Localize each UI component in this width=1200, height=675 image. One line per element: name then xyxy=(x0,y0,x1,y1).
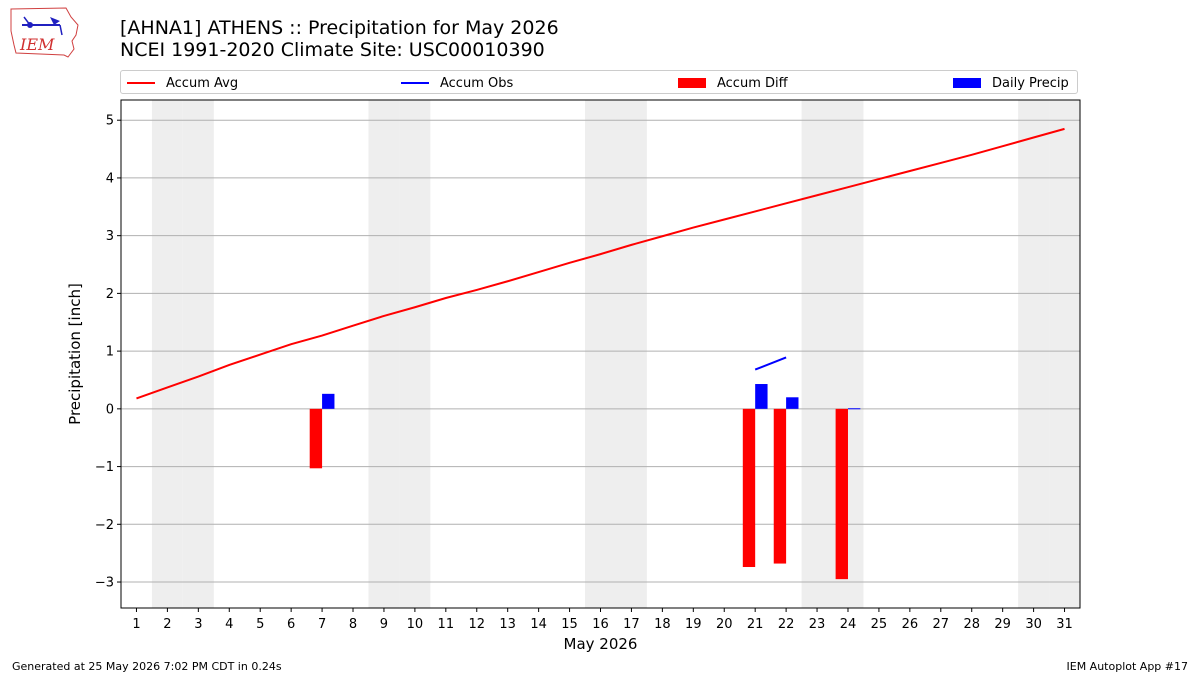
legend-swatch-accum-diff xyxy=(678,78,706,88)
accum-diff-bar-day-22 xyxy=(773,408,787,564)
logo-text: IEM xyxy=(19,35,55,54)
daily-precip-bar-day-22 xyxy=(786,397,799,409)
x-tick-label-26: 26 xyxy=(902,617,919,632)
legend-swatch-daily-precip xyxy=(953,78,981,88)
weekend-shade-day-3 xyxy=(182,100,214,608)
accum-diff-bar-day-21 xyxy=(742,408,756,568)
x-tick-label-2: 2 xyxy=(163,617,171,632)
weekend-shade-day-9 xyxy=(368,100,400,608)
bars xyxy=(309,384,861,580)
chart-subtitle: NCEI 1991-2020 Climate Site: USC00010390 xyxy=(120,39,545,61)
x-tick-label-10: 10 xyxy=(407,617,424,632)
legend-swatch-accum-avg xyxy=(127,82,155,84)
y-tick-label--3: −3 xyxy=(95,576,114,591)
grid-lines xyxy=(121,119,1080,583)
weekend-shade-day-31 xyxy=(1049,100,1080,608)
x-tick-label-30: 30 xyxy=(1025,617,1042,632)
weekend-shade-day-17 xyxy=(615,100,647,608)
x-tick-label-14: 14 xyxy=(530,617,547,632)
y-tick-label--1: −1 xyxy=(95,460,114,475)
y-tick-label-3: 3 xyxy=(106,229,114,244)
accum-diff-bar-day-7 xyxy=(309,408,323,469)
accum-avg-line xyxy=(136,127,1065,400)
footer-generated-text: Generated at 25 May 2026 7:02 PM CDT in … xyxy=(12,660,282,673)
y-tick-label-2: 2 xyxy=(106,287,114,302)
x-tick-label-5: 5 xyxy=(256,617,264,632)
chart-title: [AHNA1] ATHENS :: Precipitation for May … xyxy=(120,17,559,39)
daily-precip-bar-day-21 xyxy=(755,384,768,409)
legend-label-accum-avg: Accum Avg xyxy=(166,75,239,91)
x-tick-label-17: 17 xyxy=(623,617,640,632)
x-tick-label-18: 18 xyxy=(654,617,671,632)
iem-logo: IEM xyxy=(10,7,79,58)
x-tick-label-20: 20 xyxy=(716,617,733,632)
plot-frame xyxy=(120,99,1081,609)
y-axis-ticks: −3 −2 −1 0 1 2 3 4 5 xyxy=(95,114,121,591)
y-tick-label-5: 5 xyxy=(106,114,114,129)
x-axis-ticks: 1 2 3 4 5 6 7 8 9 10 11 12 13 14 15 16 17 18 19 20 21 22 23 24 2… xyxy=(132,608,1073,632)
chart-legend: Accum Avg Accum Obs Accum Diff Daily Pre… xyxy=(120,70,1078,94)
weekend-shade-day-16 xyxy=(585,100,616,608)
x-tick-label-21: 21 xyxy=(747,617,764,632)
x-tick-label-31: 31 xyxy=(1056,617,1073,632)
x-tick-label-6: 6 xyxy=(287,617,295,632)
x-axis-label: May 2026 xyxy=(564,635,638,653)
accum-diff-bar-day-24 xyxy=(835,408,848,580)
weekend-shade-day-10 xyxy=(399,100,431,608)
x-tick-label-7: 7 xyxy=(318,617,326,632)
legend-entry-daily-precip: Daily Precip xyxy=(953,74,1069,92)
weekend-shade-day-24 xyxy=(832,100,864,608)
legend-entry-accum-obs: Accum Obs xyxy=(401,74,513,92)
x-tick-label-22: 22 xyxy=(778,617,795,632)
legend-label-accum-diff: Accum Diff xyxy=(717,75,788,91)
x-tick-label-27: 27 xyxy=(933,617,950,632)
x-tick-label-9: 9 xyxy=(380,617,388,632)
legend-swatch-accum-obs xyxy=(401,82,429,84)
legend-label-accum-obs: Accum Obs xyxy=(440,75,514,91)
series-lines xyxy=(136,127,1065,400)
x-tick-label-16: 16 xyxy=(592,617,609,632)
iowa-outline-icon xyxy=(10,7,79,58)
legend-entry-accum-avg: Accum Avg xyxy=(127,74,238,92)
x-tick-label-4: 4 xyxy=(225,617,233,632)
legend-entry-accum-diff: Accum Diff xyxy=(678,74,788,92)
accum-obs-line xyxy=(754,356,787,371)
x-tick-label-8: 8 xyxy=(349,617,357,632)
y-tick-label-4: 4 xyxy=(106,171,114,186)
x-tick-label-28: 28 xyxy=(963,617,980,632)
daily-precip-bar-day-24 xyxy=(847,408,861,410)
x-tick-label-13: 13 xyxy=(499,617,516,632)
y-tick-label-1: 1 xyxy=(106,345,114,360)
weekend-shade-day-2 xyxy=(151,100,183,608)
y-tick-label--2: −2 xyxy=(95,518,114,533)
x-tick-label-23: 23 xyxy=(809,617,826,632)
x-tick-label-3: 3 xyxy=(194,617,202,632)
weekend-shade-day-30 xyxy=(1018,100,1050,608)
footer-app-text: IEM Autoplot App #17 xyxy=(1066,660,1189,673)
weekend-shading xyxy=(151,100,1080,608)
y-axis-label: Precipitation [inch] xyxy=(66,283,84,425)
x-tick-label-24: 24 xyxy=(840,617,857,632)
weekend-shade-day-23 xyxy=(801,100,833,608)
x-tick-label-1: 1 xyxy=(132,617,140,632)
x-tick-label-29: 29 xyxy=(994,617,1011,632)
legend-label-daily-precip: Daily Precip xyxy=(992,75,1069,91)
x-tick-label-12: 12 xyxy=(468,617,485,632)
x-tick-label-25: 25 xyxy=(871,617,888,632)
x-tick-label-15: 15 xyxy=(561,617,578,632)
y-tick-label-0: 0 xyxy=(106,402,114,417)
x-tick-label-19: 19 xyxy=(685,617,702,632)
daily-precip-bar-day-7 xyxy=(322,393,335,409)
x-tick-label-11: 11 xyxy=(438,617,455,632)
